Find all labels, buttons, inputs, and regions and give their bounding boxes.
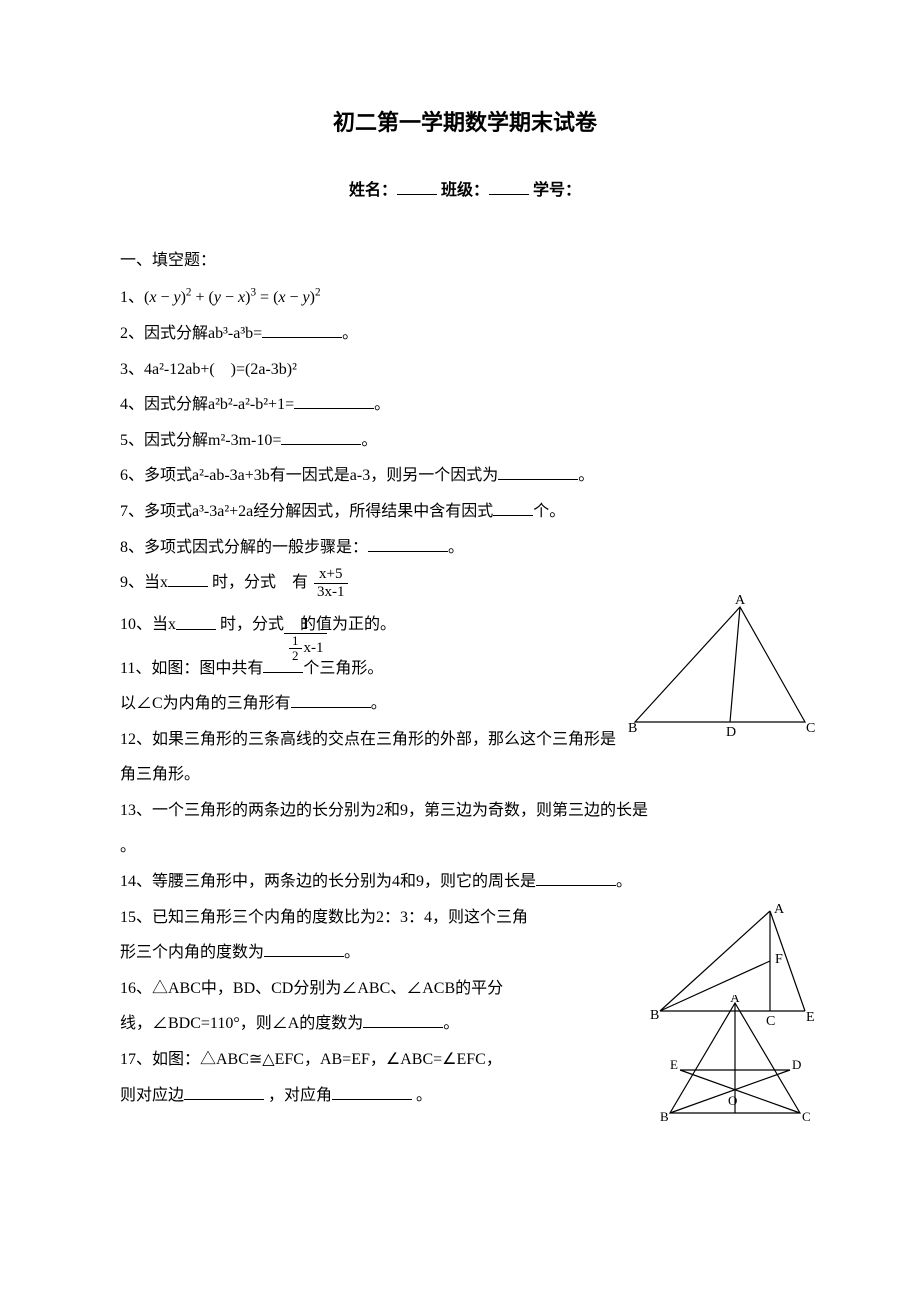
q9-mid: 时，分式 有: [212, 574, 308, 591]
q15b-blank: [264, 940, 344, 957]
question-11b: 以∠C为内角的三角形有 。: [120, 687, 810, 721]
question-10: 10、当x 时，分式 的值为正的。 1 1 2 x-1 A B C D: [120, 602, 810, 649]
q10-frac-num: 1: [284, 616, 327, 634]
q8-text: 8、多项式因式分解的一般步骤是：: [120, 539, 368, 556]
question-5: 5、因式分解m²-3m-10= 。: [120, 424, 810, 458]
fig3-label-a: A: [730, 995, 740, 1005]
q17b-blank2: [332, 1083, 412, 1100]
class-label: 班级：: [441, 182, 489, 199]
q16b-post: 。: [443, 1015, 459, 1032]
question-15: 15、已知三角形三个内角的度数比为2：3：4，则这个三角 A B E F C: [120, 901, 810, 935]
q7-blank: [493, 499, 533, 516]
q4-text: 4、因式分解a²b²-a²-b²+1=: [120, 396, 294, 413]
q5-post: 。: [361, 432, 377, 449]
question-4: 4、因式分解a²b²-a²-b²+1= 。: [120, 388, 810, 422]
question-7: 7、多项式a³-3a²+2a经分解因式，所得结果中含有因式 个。: [120, 495, 810, 529]
q7-post: 个。: [533, 503, 565, 520]
section-1-heading: 一、填空题：: [120, 244, 810, 278]
q2-blank: [262, 321, 342, 338]
question-12b: 角三角形。: [120, 758, 810, 792]
question-8: 8、多项式因式分解的一般步骤是： 。: [120, 531, 810, 565]
q11b-post: 。: [371, 695, 387, 712]
q17-pre: 17、如图：△ABC≅△EFC，AB=EF，∠ABC=∠EFC，: [120, 1051, 502, 1068]
question-17b: 则对应边 ，对应角 。: [120, 1079, 810, 1113]
q14-blank: [536, 869, 616, 886]
q16-pre: 16、△ABC中，BD、CD分别为∠ABC、∠ACB的平分: [120, 980, 503, 997]
q12-pre: 12、如果三角形的三条高线的交点在三角形的外部，那么这个三角形是: [120, 731, 616, 748]
q15b-post: 。: [344, 944, 360, 961]
q10-frac2-num: 1: [289, 634, 302, 649]
fig2-label-a: A: [774, 902, 785, 917]
q11-blank: [263, 656, 303, 673]
q16b-blank: [363, 1011, 443, 1028]
q9-frac-num: x+5: [314, 566, 348, 584]
q11b-pre: 以∠C为内角的三角形有: [120, 695, 291, 712]
name-blank: [397, 178, 437, 195]
q11-post: 个三角形。: [303, 660, 383, 677]
q7-text: 7、多项式a³-3a²+2a经分解因式，所得结果中含有因式: [120, 503, 493, 520]
question-6: 6、多项式a²-ab-3a+3b有一因式是a-3，则另一个因式为 。: [120, 459, 810, 493]
name-label: 姓名：: [349, 182, 397, 199]
q6-post: 。: [578, 467, 594, 484]
q2-post: 。: [342, 325, 358, 342]
q12-post: 角三角形。: [120, 766, 200, 783]
class-blank: [489, 178, 529, 195]
question-12: 12、如果三角形的三条高线的交点在三角形的外部，那么这个三角形是: [120, 723, 810, 757]
q10-blank: [176, 613, 216, 630]
question-15b: 形三个内角的度数为 。: [120, 936, 810, 970]
q4-blank: [294, 392, 374, 409]
q14-post: 。: [616, 873, 632, 890]
q2-text: 2、因式分解ab³-a³b=: [120, 325, 262, 342]
question-17: 17、如图：△ABC≅△EFC，AB=EF，∠ABC=∠EFC，: [120, 1043, 810, 1077]
q13-post: 。: [120, 838, 136, 855]
q17b-pre: 则对应边: [120, 1087, 184, 1104]
q9-pre: 9、当x: [120, 574, 168, 591]
q9-frac-den: 3x-1: [314, 584, 348, 601]
q17b-post: 。: [416, 1087, 432, 1104]
question-1: 1、(x − y)2 + (y − x)3 = (x − y)2: [120, 281, 810, 315]
q9-fraction: x+5 3x-1: [314, 566, 348, 600]
id-label: 学号：: [533, 182, 581, 199]
question-13b: 。: [120, 830, 810, 864]
question-3: 3、4a²-12ab+( )=(2a-3b)²: [120, 353, 810, 387]
q17b-blank1: [184, 1083, 264, 1100]
q10-pre: 10、当x: [120, 617, 176, 634]
q17b-mid: ，对应角: [268, 1087, 332, 1104]
q13-pre: 13、一个三角形的两条边的长分别为2和9，第三边为奇数，则第三边的长是: [120, 802, 648, 819]
doc-subtitle: 姓名： 班级： 学号：: [120, 174, 810, 208]
q14-pre: 14、等腰三角形中，两条边的长分别为4和9，则它的周长是: [120, 873, 536, 890]
q6-blank: [498, 463, 578, 480]
q15b-pre: 形三个内角的度数为: [120, 944, 264, 961]
fig1-label-a: A: [735, 593, 746, 608]
question-13: 13、一个三角形的两条边的长分别为2和9，第三边为奇数，则第三边的长是: [120, 794, 810, 828]
question-16b: 线，∠BDC=110°，则∠A的度数为。 A B C E D O: [120, 1007, 810, 1041]
q16b-pre: 线，∠BDC=110°，则∠A的度数为: [120, 1015, 363, 1032]
q6-text: 6、多项式a²-ab-3a+3b有一因式是a-3，则另一个因式为: [120, 467, 498, 484]
question-14: 14、等腰三角形中，两条边的长分别为4和9，则它的周长是 。: [120, 865, 810, 899]
q4-post: 。: [374, 396, 390, 413]
q8-blank: [368, 535, 448, 552]
q5-blank: [281, 428, 361, 445]
q11-pre: 11、如图：图中共有: [120, 660, 263, 677]
doc-title: 初二第一学期数学期末试卷: [120, 100, 810, 146]
q8-post: 。: [448, 539, 464, 556]
question-11: 11、如图：图中共有 个三角形。: [120, 652, 810, 686]
question-2: 2、因式分解ab³-a³b= 。: [120, 317, 810, 351]
q5-text: 5、因式分解m²-3m-10=: [120, 432, 281, 449]
q15-pre: 15、已知三角形三个内角的度数比为2：3：4，则这个三角: [120, 909, 528, 926]
q9-blank: [168, 570, 208, 587]
q11b-blank: [291, 691, 371, 708]
